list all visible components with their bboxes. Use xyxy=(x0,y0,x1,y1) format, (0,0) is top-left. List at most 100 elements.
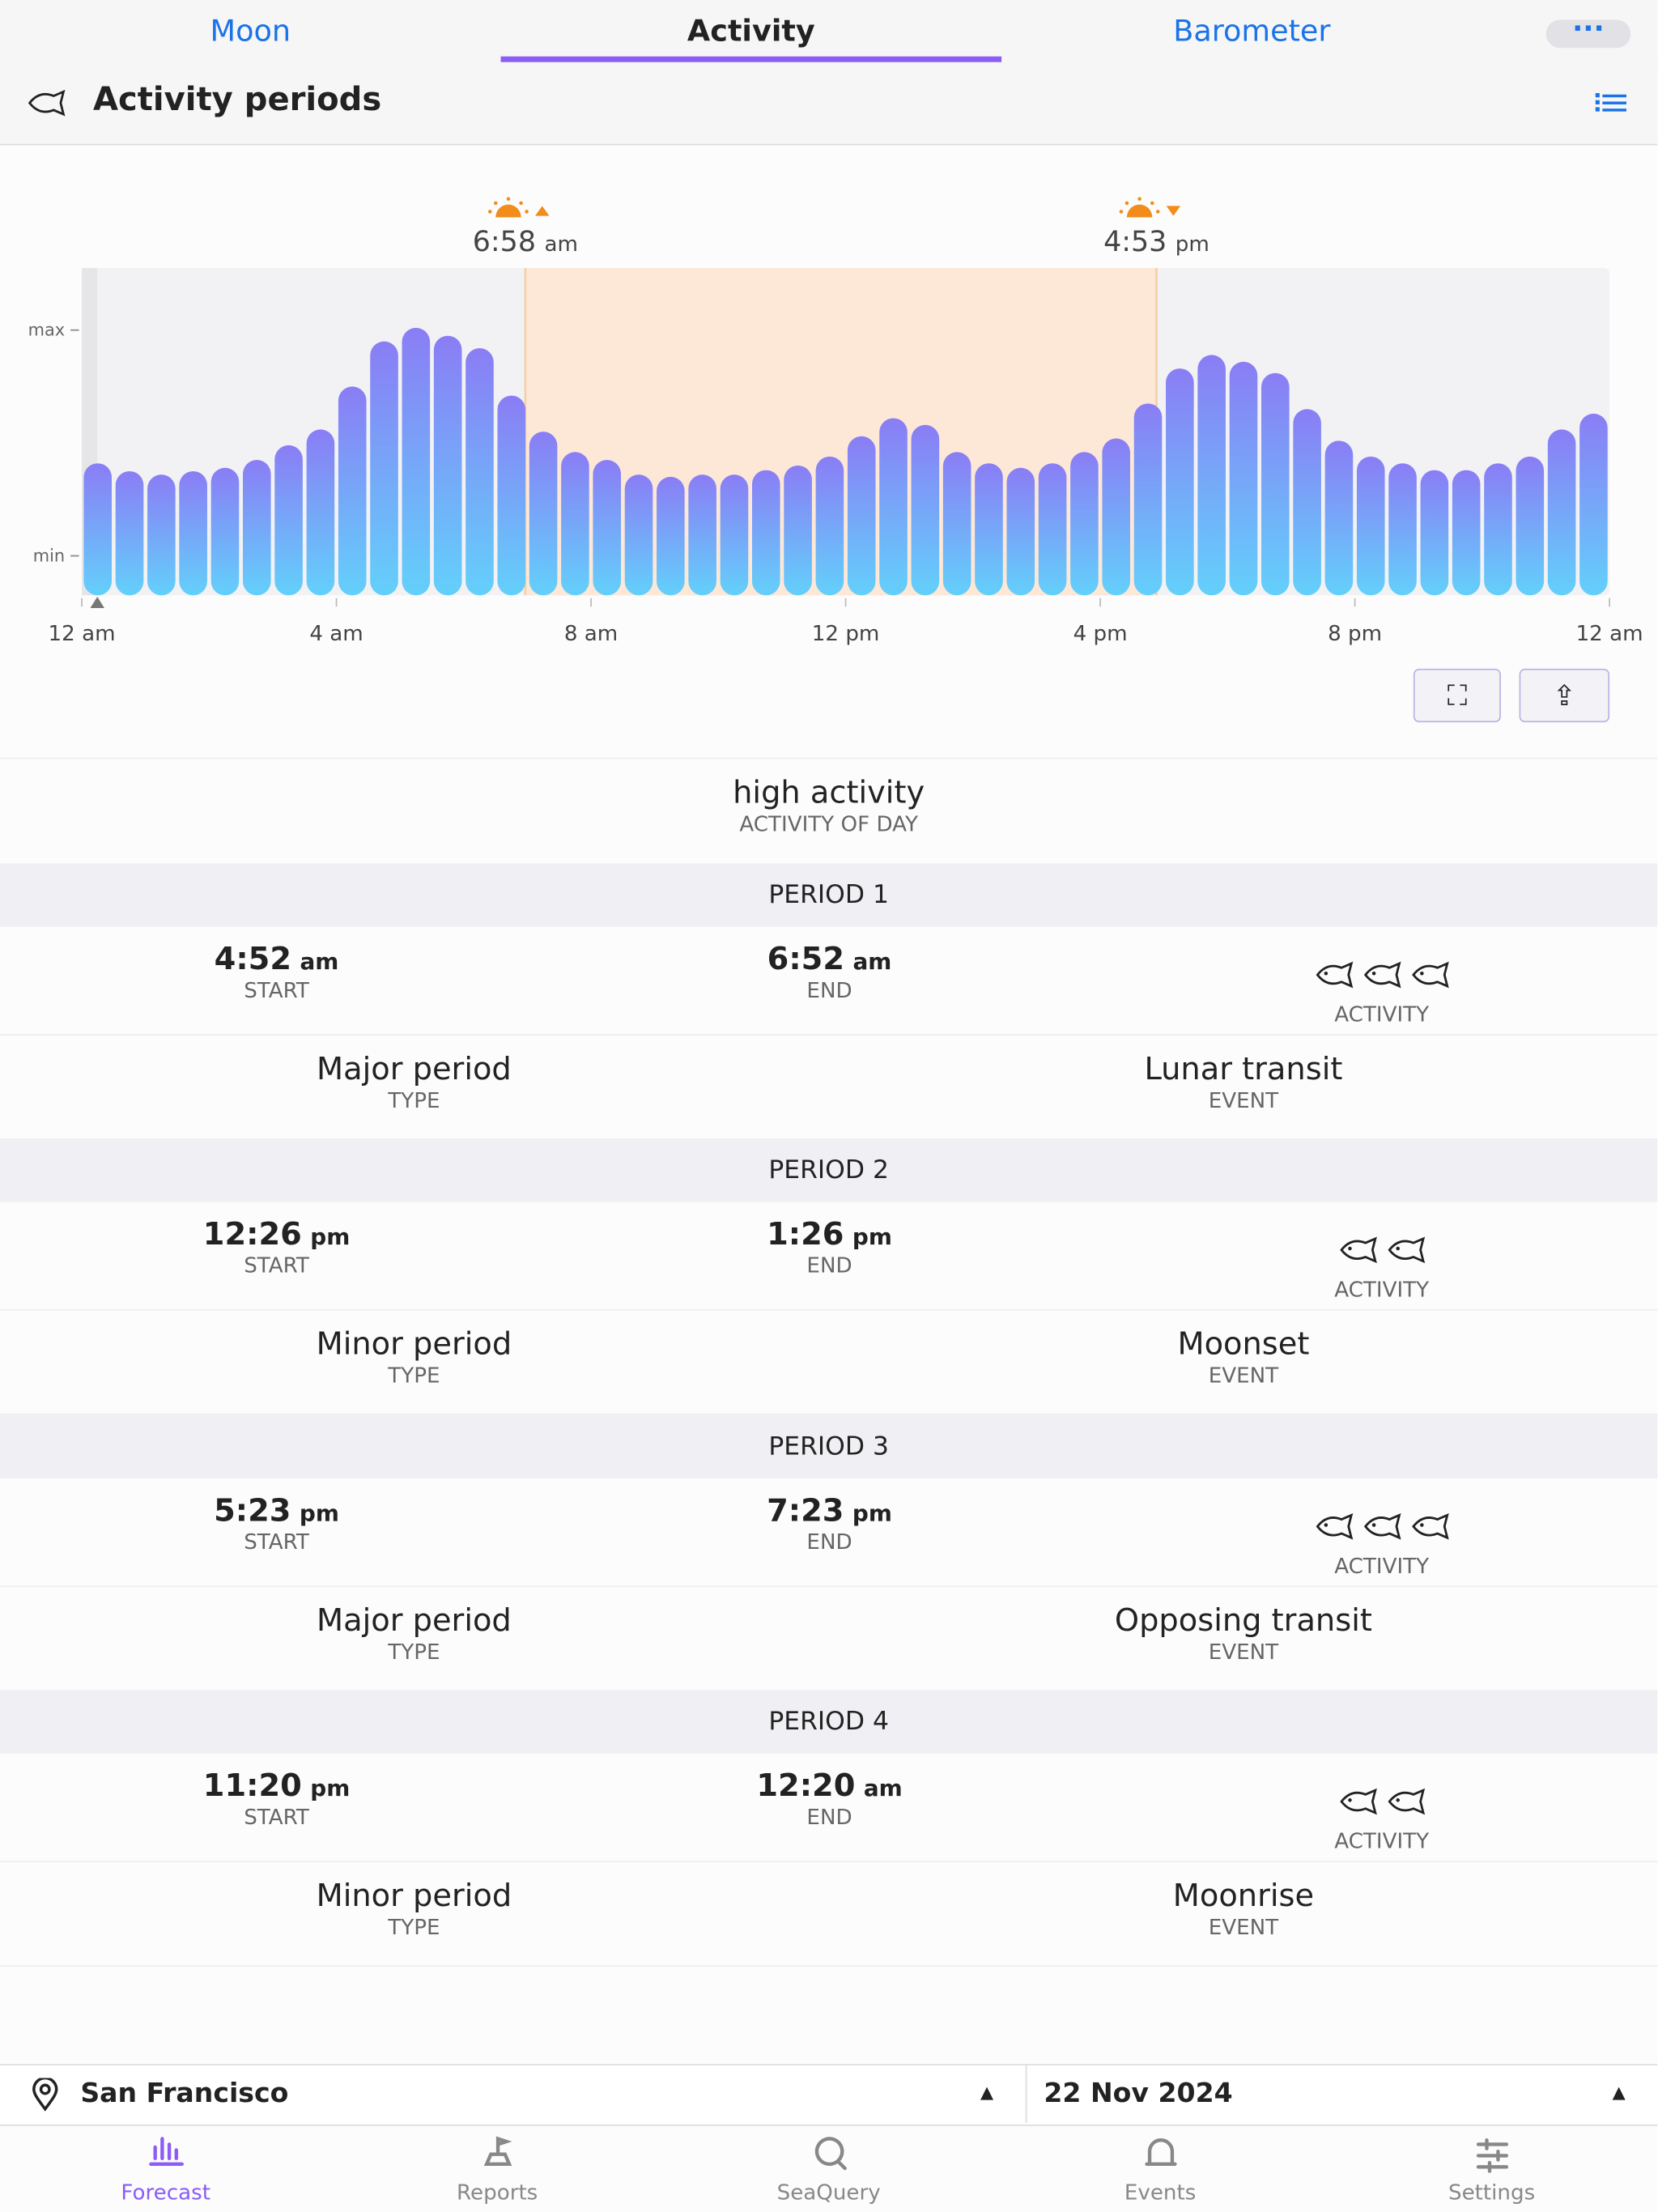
x-tick-label: 8 pm xyxy=(1328,622,1382,646)
sun-ray xyxy=(1150,201,1154,206)
dropdown-arrow[interactable]: ▲ xyxy=(1612,2082,1626,2103)
period-start: 12:26 pm START xyxy=(0,1218,553,1278)
event-value: Lunar transit xyxy=(1144,1052,1343,1088)
end-value: 12:20 xyxy=(756,1768,856,1805)
list-button[interactable] xyxy=(1595,91,1626,116)
tab-active[interactable]: Activity xyxy=(687,14,815,49)
nav-item[interactable]: Events xyxy=(994,2123,1325,2212)
bar xyxy=(942,452,971,596)
x-tick-label: 8 am xyxy=(564,622,618,646)
activity-label: ACTIVITY xyxy=(1334,1277,1430,1303)
period-row xyxy=(0,1202,1658,1312)
activity-fish xyxy=(1411,1512,1448,1539)
event-value: Moonrise xyxy=(1172,1878,1315,1915)
header-title: Activity periods xyxy=(92,82,382,119)
sun-icon xyxy=(488,197,550,218)
event-label: EVENT xyxy=(1208,1363,1279,1389)
type-label: TYPE xyxy=(388,1363,440,1389)
period-end: 12:20 am END xyxy=(553,1769,1106,1830)
bar xyxy=(688,474,716,596)
bar xyxy=(1197,355,1226,596)
bar xyxy=(370,341,398,596)
activity-fish xyxy=(1315,961,1353,989)
sun-ray xyxy=(1119,210,1124,214)
bar xyxy=(1261,372,1290,596)
nav-label: Forecast xyxy=(121,2180,211,2206)
period-activity: ACTIVITY xyxy=(1106,959,1657,1027)
start-time: 11:20 pm xyxy=(0,1769,553,1805)
period-header: PERIOD 4 xyxy=(0,1690,1658,1754)
tab-indicator xyxy=(500,56,1002,62)
type-label: TYPE xyxy=(388,1914,440,1940)
nav-item[interactable]: Settings xyxy=(1326,2123,1657,2212)
sun-time-value: 4:53 xyxy=(1103,226,1167,258)
y-tick-label: max xyxy=(28,321,66,340)
end-value: 7:23 xyxy=(767,1493,844,1529)
bar xyxy=(179,470,207,596)
bar xyxy=(593,460,622,596)
bar xyxy=(1547,429,1576,596)
period-header: PERIOD 3 xyxy=(0,1414,1658,1478)
period-start: 5:23 pm START xyxy=(0,1493,553,1554)
header xyxy=(0,63,1658,146)
start-ampm: pm xyxy=(310,1223,351,1251)
bar xyxy=(1484,463,1512,596)
nav-item[interactable]: Reports xyxy=(331,2123,662,2212)
sun-time: 4:53 pm xyxy=(1103,226,1209,258)
location-icon xyxy=(32,2078,58,2112)
bar xyxy=(751,470,780,596)
more-button[interactable]: ··· xyxy=(1545,14,1631,49)
type-value: Minor period xyxy=(316,1328,512,1363)
x-tick-label: 12 am xyxy=(1576,622,1643,646)
activity-icons xyxy=(1106,1786,1657,1820)
start-ampm: pm xyxy=(310,1774,351,1802)
activity-label: ACTIVITY xyxy=(1334,1002,1430,1027)
nav-item[interactable]: SeaQuery xyxy=(663,2123,994,2212)
sun-time: 6:58 am xyxy=(473,226,578,258)
summary: high activity ACTIVITY OF DAY xyxy=(0,776,1657,836)
start-time: 5:23 pm xyxy=(0,1493,553,1529)
end-label: END xyxy=(806,1253,852,1279)
summary-label: ACTIVITY OF DAY xyxy=(739,810,918,837)
start-value: 11:20 xyxy=(202,1768,302,1805)
period-header: PERIOD 1 xyxy=(0,863,1658,927)
bar xyxy=(657,476,685,596)
period-end: 1:26 pm END xyxy=(553,1218,1106,1278)
event-label: EVENT xyxy=(1208,1638,1279,1665)
period-row xyxy=(0,1478,1658,1587)
share-button[interactable]: ⇪ xyxy=(1519,668,1610,723)
tab[interactable]: Barometer xyxy=(1173,14,1331,49)
nav-item[interactable]: Forecast xyxy=(0,2123,331,2212)
x-tick-label: 4 am xyxy=(309,622,363,646)
date[interactable]: 22 Nov 2024 xyxy=(1044,2078,1233,2109)
bar xyxy=(1133,403,1163,596)
event-value: Moonset xyxy=(1177,1328,1310,1363)
start-label: START xyxy=(244,1529,309,1555)
type-label: TYPE xyxy=(388,1087,440,1113)
end-label: END xyxy=(806,1529,852,1555)
nav-icon xyxy=(1475,2138,1508,2173)
start-ampm: am xyxy=(300,947,339,975)
nav-label: Events xyxy=(1124,2180,1197,2206)
tab[interactable]: Moon xyxy=(210,14,291,49)
dropdown-arrow[interactable]: ▲ xyxy=(980,2082,994,2103)
location[interactable]: San Francisco xyxy=(80,2078,289,2109)
bar xyxy=(402,327,431,596)
start-value: 12:26 xyxy=(202,1218,302,1253)
end-label: END xyxy=(806,977,852,1003)
fullscreen-button[interactable]: ⛶ xyxy=(1413,668,1501,723)
activity-fish xyxy=(1387,1788,1425,1815)
bar xyxy=(847,436,876,596)
event-label: EVENT xyxy=(1208,1087,1279,1113)
period-event: Moonrise EVENT xyxy=(830,1879,1658,1940)
sun xyxy=(1126,204,1153,218)
period-start: 4:52 am START xyxy=(0,942,553,1003)
bar xyxy=(274,445,303,596)
bar xyxy=(1293,409,1321,596)
divider xyxy=(0,757,1658,759)
activity-fish xyxy=(1315,1512,1353,1539)
bar xyxy=(210,467,240,596)
start-label: START xyxy=(244,977,309,1003)
end-value: 1:26 xyxy=(767,1218,844,1253)
